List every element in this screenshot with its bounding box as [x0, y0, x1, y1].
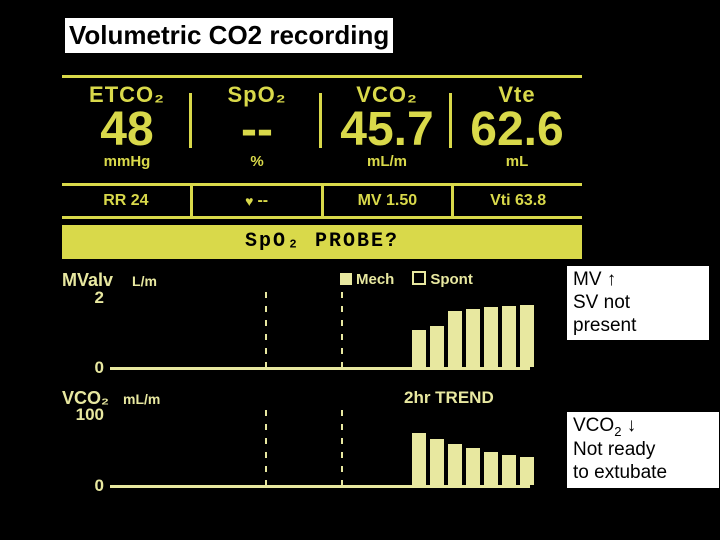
panel-border [322, 75, 452, 78]
chart2-ytick-min: 0 [64, 476, 104, 496]
annotation-mv: MV ↑ SV not present [565, 264, 711, 342]
chart-marker-line [341, 292, 343, 370]
chart-mvalv [110, 292, 530, 370]
readout-hr-value: -- [257, 186, 268, 216]
readout-mv: MV 1.50 [324, 186, 455, 216]
panel-value-vte: 62.6 [470, 108, 563, 151]
panel-vco2: VCO₂ 45.7 mL/m [322, 75, 452, 190]
annotation-vco2: VCO2 ↓ Not ready to extubate [565, 410, 720, 490]
vitals-panel-row: ETCO₂ 48 mmHg SpO₂ -- % VCO₂ 45.7 mL/m V… [62, 75, 582, 190]
chart-bar [466, 448, 480, 486]
chart1-unit: L/m [132, 273, 157, 289]
chart1-name: MValv [62, 270, 113, 290]
annotation-mv-line3: present [573, 315, 636, 336]
panel-unit-etco2: mmHg [104, 153, 151, 170]
chart-bars [412, 305, 534, 367]
legend-mech: Mech [340, 271, 394, 288]
readout-vti: Vti 63.8 [454, 186, 582, 216]
chart-vco2 [110, 410, 530, 488]
chart-bar [412, 433, 426, 486]
chart-bar [484, 307, 498, 367]
chart1-baseline [110, 367, 530, 370]
panel-border [192, 75, 322, 78]
chart-bar [484, 452, 498, 485]
chart-marker-line [265, 292, 267, 370]
chart-bar [520, 457, 534, 485]
chart2-unit: mL/m [123, 391, 160, 407]
page-title: Volumetric CO2 recording [65, 18, 393, 53]
chart-bar [466, 309, 480, 367]
panel-vte: Vte 62.6 mL [452, 75, 582, 190]
chart-bar [502, 306, 516, 367]
panel-etco2: ETCO₂ 48 mmHg [62, 75, 192, 190]
annotation-vco2-line1c: ↓ [621, 415, 636, 436]
chart2-baseline [110, 485, 530, 488]
panel-unit-vco2: mL/m [367, 153, 407, 170]
readout-rr: RR 24 [62, 186, 193, 216]
panel-spo2: SpO₂ -- % [192, 75, 322, 190]
panel-value-spo2: -- [241, 108, 273, 151]
chart2-trend-label: 2hr TREND [404, 388, 494, 408]
panel-border [62, 75, 192, 78]
chart-bars [412, 433, 534, 486]
chart-bar [502, 455, 516, 485]
chart-bar [430, 326, 444, 367]
readout-hr: ♥ -- [193, 186, 324, 216]
vitals-bottom-row: RR 24 ♥ -- MV 1.50 Vti 63.8 [62, 183, 582, 219]
chart-marker-line [265, 410, 267, 488]
annotation-vco2-line1a: VCO [573, 415, 614, 436]
annotation-vco2-line2: Not ready [573, 439, 655, 460]
annotation-mv-line1: MV ↑ [573, 269, 616, 290]
chart-marker-line [341, 410, 343, 488]
chart2-ytick-max: 100 [64, 405, 104, 425]
panel-unit-vte: mL [506, 153, 529, 170]
panel-unit-spo2: % [250, 153, 263, 170]
chart1-ytick-min: 0 [64, 358, 104, 378]
chart-bar [448, 444, 462, 485]
panel-value-etco2: 48 [100, 108, 153, 151]
heart-icon: ♥ [245, 186, 253, 216]
annotation-vco2-line3: to extubate [573, 462, 667, 483]
panel-value-vco2: 45.7 [340, 108, 433, 151]
chart1-ytick-max: 2 [64, 288, 104, 308]
legend-spont: Spont [412, 271, 473, 288]
chart-bar [520, 305, 534, 367]
panel-border [452, 75, 582, 78]
chart-legend: Mech Spont [340, 271, 473, 288]
annotation-mv-line2: SV not [573, 292, 630, 313]
chart-bar [448, 311, 462, 367]
alert-message-bar: SpO₂ PROBE? [62, 225, 582, 259]
chart-bar [430, 439, 444, 486]
chart-bar [412, 330, 426, 368]
